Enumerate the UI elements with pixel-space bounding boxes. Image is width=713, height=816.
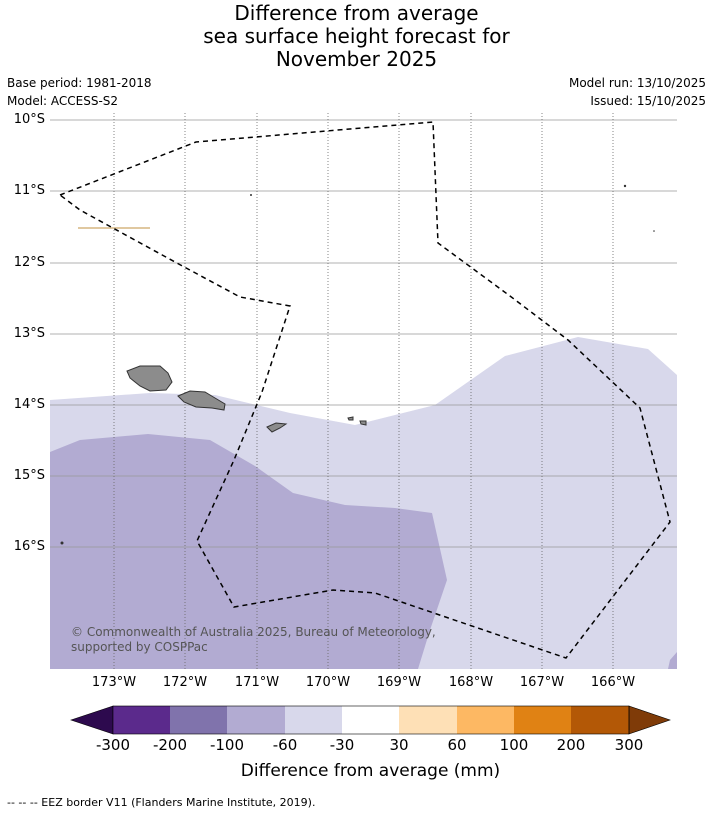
- lon-label-169w: 169°W: [376, 675, 422, 690]
- colorbar-tick-4: -60: [272, 736, 298, 754]
- base-period: Base period: 1981-2018: [7, 76, 152, 90]
- lon-label-166w: 166°W: [590, 675, 636, 690]
- colorbar-swatch-8: [514, 706, 571, 734]
- colorbar-swatch-9: [571, 706, 629, 734]
- island-east-1: [623, 184, 627, 188]
- colorbar-swatch-4: [285, 706, 342, 734]
- lon-label-173w: 173°W: [91, 675, 137, 690]
- lat-label-12s: 12°S: [13, 255, 45, 270]
- lat-label-11s: 11°S: [13, 183, 45, 198]
- lon-label-168w: 168°W: [448, 675, 494, 690]
- lon-label-167w: 167°W: [519, 675, 565, 690]
- title-line-3: November 2025: [275, 47, 438, 71]
- lat-label-13s: 13°S: [13, 326, 45, 341]
- colorbar-swatch-3: [227, 706, 285, 734]
- colorbar-title: Difference from average (mm): [240, 761, 501, 781]
- lon-label-170w: 170°W: [305, 675, 351, 690]
- colorbar-tick-9: 200: [556, 736, 586, 754]
- colorbar-tick-3: -100: [209, 736, 245, 754]
- eez-legend-footnote: -- -- -- EEZ border V11 (Flanders Marine…: [7, 796, 316, 809]
- anomaly-band-medium-corner: [668, 652, 677, 669]
- title-line-1: Difference from average: [234, 1, 479, 25]
- copyright-notice: © Commonwealth of Australia 2025, Bureau…: [71, 625, 436, 654]
- issued-date: Issued: 15/10/2025: [590, 94, 706, 108]
- lat-label-10s: 10°S: [13, 112, 45, 127]
- lat-label-15s: 15°S: [13, 468, 45, 483]
- colorbar-tick-10: 300: [614, 736, 644, 754]
- colorbar: [70, 705, 671, 735]
- island-savaii: [126, 365, 173, 392]
- island-ofu: [347, 416, 354, 421]
- colorbar-tick-8: 100: [499, 736, 529, 754]
- meta-left: Base period: 1981-2018 Model: ACCESS-S2: [7, 74, 152, 110]
- colorbar-over-arrow: [628, 705, 671, 735]
- colorbar-swatch-6: [399, 706, 457, 734]
- eez-border: [58, 121, 671, 659]
- lon-label-172w: 172°W: [162, 675, 208, 690]
- island-west: [60, 541, 64, 545]
- lat-gridlines: [50, 119, 677, 548]
- title-line-2: sea surface height forecast for: [203, 24, 510, 48]
- island-tutuila: [266, 422, 288, 433]
- island-upolu: [177, 390, 226, 411]
- island-tau: [359, 420, 367, 426]
- colorbar-swatch-1: [113, 706, 170, 734]
- colorbar-swatch-7: [457, 706, 514, 734]
- colorbar-swatch-2: [170, 706, 227, 734]
- anomaly-band-medium: [50, 434, 447, 669]
- colorbar-tick-7: 60: [447, 736, 467, 754]
- lon-label-171w: 171°W: [234, 675, 280, 690]
- colorbar-tick-6: 30: [389, 736, 409, 754]
- island-east-2: [653, 230, 655, 232]
- lat-label-14s: 14°S: [13, 397, 45, 412]
- island-swains: [250, 194, 252, 196]
- colorbar-under-arrow: [70, 705, 114, 735]
- map-title: Difference from average sea surface heig…: [0, 2, 713, 71]
- colorbar-tick-2: -200: [152, 736, 188, 754]
- meta-right: Model run: 13/10/2025 Issued: 15/10/2025: [569, 74, 706, 110]
- colorbar-swatch-5: [342, 706, 399, 734]
- colorbar-outline: [112, 705, 630, 735]
- colorbar-tick-5: -30: [329, 736, 355, 754]
- model-name: Model: ACCESS-S2: [7, 94, 119, 108]
- model-run: Model run: 13/10/2025: [568, 76, 706, 90]
- lat-label-16s: 16°S: [13, 539, 45, 554]
- colorbar-tick-1: -300: [95, 736, 131, 754]
